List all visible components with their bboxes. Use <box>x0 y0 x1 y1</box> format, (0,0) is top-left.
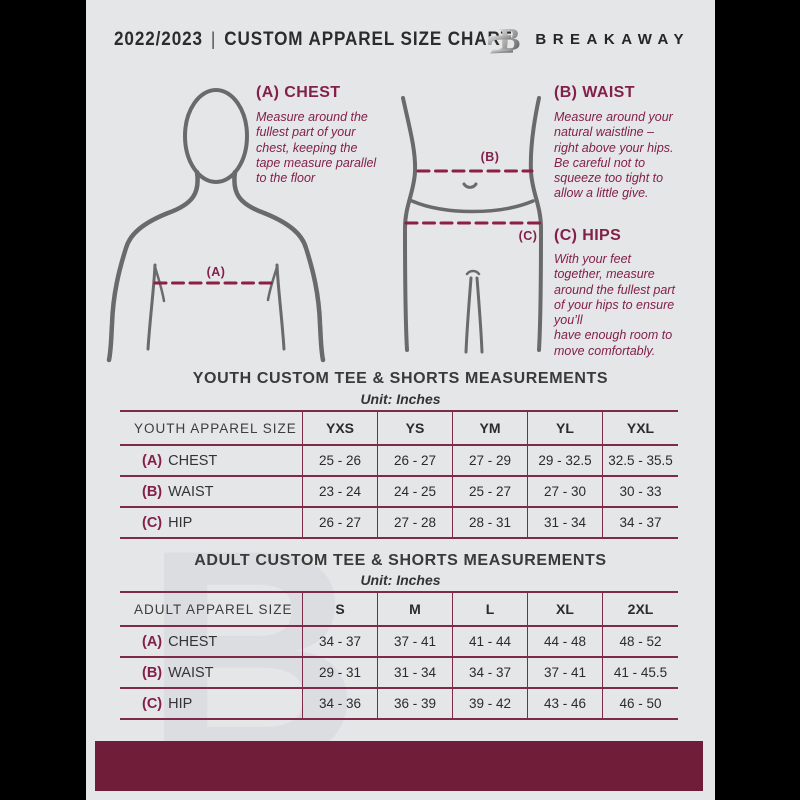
youth-table-title: YOUTH CUSTOM TEE & SHORTS MEASUREMENTS <box>192 370 609 387</box>
value-cell: 44 - 48 <box>528 627 603 656</box>
value-cell: 31 - 34 <box>378 658 453 687</box>
value-cell: 30 - 33 <box>619 484 662 499</box>
value-cell: 29 - 32.5 <box>528 446 603 475</box>
waist-heading: (B) WAIST <box>554 84 635 101</box>
value-cell: 41 - 45.5 <box>613 665 668 680</box>
youth-size-yxl: YXL <box>626 420 655 436</box>
row-prefix: (A) <box>142 633 163 650</box>
adult-size-2xl: 2XL <box>627 601 654 617</box>
row-label: (B) WAIST <box>120 658 303 687</box>
adult-chest-row: (A) CHEST 34 - 37 37 - 41 41 - 44 44 - 48… <box>120 627 678 658</box>
value-cell: 37 - 41 <box>378 627 453 656</box>
value-cell: 26 - 27 <box>303 508 378 537</box>
value-cell: 39 - 42 <box>453 689 528 718</box>
value-cell: 34 - 36 <box>303 689 378 718</box>
youth-size-ym: YM <box>453 412 528 444</box>
adult-size-xl: XL <box>528 593 603 625</box>
youth-header-label: YOUTH APPAREL SIZE <box>120 412 303 444</box>
letterbox-right <box>715 0 800 800</box>
value-cell: 26 - 27 <box>378 446 453 475</box>
value-cell: 31 - 34 <box>528 508 603 537</box>
row-label: (C) HIP <box>120 508 303 537</box>
brand-lockup: B BREAKAWAY <box>486 20 690 58</box>
value-cell: 34 - 37 <box>619 515 662 530</box>
adult-header-row: ADULT APPAREL SIZE S M L XL 2XL <box>120 593 678 627</box>
row-label-text: HIP <box>168 514 193 531</box>
row-prefix: (C) <box>142 514 163 531</box>
value-cell: 43 - 46 <box>528 689 603 718</box>
value-cell: 32.5 - 35.5 <box>608 453 673 468</box>
row-prefix: (C) <box>142 695 163 712</box>
adult-table-title: ADULT CUSTOM TEE & SHORTS MEASUREMENTS <box>194 552 607 569</box>
hips-heading: (C) HIPS <box>554 227 622 244</box>
value-cell: 29 - 31 <box>303 658 378 687</box>
row-label: (C) HIP <box>120 689 303 718</box>
value-cell: 46 - 50 <box>619 696 662 711</box>
waist-marker-label: (B) <box>481 150 500 164</box>
row-label-text: CHEST <box>168 452 218 469</box>
row-prefix: (A) <box>142 452 163 469</box>
row-label-text: HIP <box>168 695 193 712</box>
adult-hip-row: (C) HIP 34 - 36 36 - 39 39 - 42 43 - 46 4… <box>120 689 678 720</box>
adult-size-m: M <box>378 593 453 625</box>
letterbox-left <box>0 0 86 800</box>
row-label: (A) CHEST <box>120 446 303 475</box>
page-title: 2022/2023 | CUSTOM APPAREL SIZE CHART <box>114 29 512 51</box>
breakaway-b-logo-icon: B <box>486 20 526 58</box>
row-label: (A) CHEST <box>120 627 303 656</box>
adult-size-table: ADULT APPAREL SIZE S M L XL 2XL (A) CHEST… <box>120 591 678 720</box>
youth-header-row: YOUTH APPAREL SIZE YXS YS YM YL YXL <box>120 412 678 446</box>
youth-table-unit: Unit: Inches <box>360 391 441 407</box>
youth-size-ys: YS <box>378 412 453 444</box>
value-cell: 25 - 26 <box>303 446 378 475</box>
row-prefix: (B) <box>142 664 163 681</box>
youth-size-yl: YL <box>528 412 603 444</box>
hips-instructions: With your feet together, measure around … <box>554 252 675 358</box>
youth-waist-row: (B) WAIST 23 - 24 24 - 25 25 - 27 27 - 30… <box>120 477 678 508</box>
adult-table-unit: Unit: Inches <box>360 572 441 588</box>
row-label: (B) WAIST <box>120 477 303 506</box>
adult-header-label: ADULT APPAREL SIZE <box>120 593 303 625</box>
row-label-text: WAIST <box>168 483 214 500</box>
youth-size-yxs: YXS <box>303 412 378 444</box>
brand-name: BREAKAWAY <box>535 30 690 48</box>
chest-measurement-figure: (A) <box>100 76 336 368</box>
value-cell: 41 - 44 <box>453 627 528 656</box>
chart-title: CUSTOM APPAREL SIZE CHART <box>224 29 513 50</box>
adult-size-s: S <box>303 593 378 625</box>
value-cell: 24 - 25 <box>378 477 453 506</box>
chest-marker-label: (A) <box>207 265 226 279</box>
value-cell: 23 - 24 <box>303 477 378 506</box>
row-prefix: (B) <box>142 483 163 500</box>
value-cell: 36 - 39 <box>378 689 453 718</box>
value-cell: 34 - 37 <box>303 627 378 656</box>
size-chart-page: B 2022/2023 | CUSTOM APPAREL SIZE CHART <box>86 0 715 800</box>
adult-waist-row: (B) WAIST 29 - 31 31 - 34 34 - 37 37 - 41… <box>120 658 678 689</box>
row-label-text: CHEST <box>168 633 218 650</box>
value-cell: 28 - 31 <box>453 508 528 537</box>
row-label-text: WAIST <box>168 664 214 681</box>
youth-size-table: YOUTH APPAREL SIZE YXS YS YM YL YXL (A) C… <box>120 410 678 539</box>
value-cell: 37 - 41 <box>528 658 603 687</box>
youth-chest-row: (A) CHEST 25 - 26 26 - 27 27 - 29 29 - 32… <box>120 446 678 477</box>
adult-size-l: L <box>453 593 528 625</box>
footer-bar <box>95 741 703 791</box>
value-cell: 27 - 28 <box>378 508 453 537</box>
waist-hips-measurement-figure: (B) (C) <box>390 88 556 360</box>
value-cell: 27 - 30 <box>528 477 603 506</box>
value-cell: 27 - 29 <box>453 446 528 475</box>
hips-marker-label: (C) <box>519 229 538 243</box>
chest-instructions: Measure around the fullest part of your … <box>256 110 377 185</box>
chest-heading: (A) CHEST <box>256 84 341 101</box>
value-cell: 48 - 52 <box>619 634 662 649</box>
value-cell: 25 - 27 <box>453 477 528 506</box>
title-divider: | <box>211 29 217 49</box>
value-cell: 34 - 37 <box>453 658 528 687</box>
waist-instructions: Measure around your natural waistline – … <box>554 110 674 201</box>
youth-hip-row: (C) HIP 26 - 27 27 - 28 28 - 31 31 - 34 3… <box>120 508 678 539</box>
season-label: 2022/2023 <box>114 29 203 50</box>
